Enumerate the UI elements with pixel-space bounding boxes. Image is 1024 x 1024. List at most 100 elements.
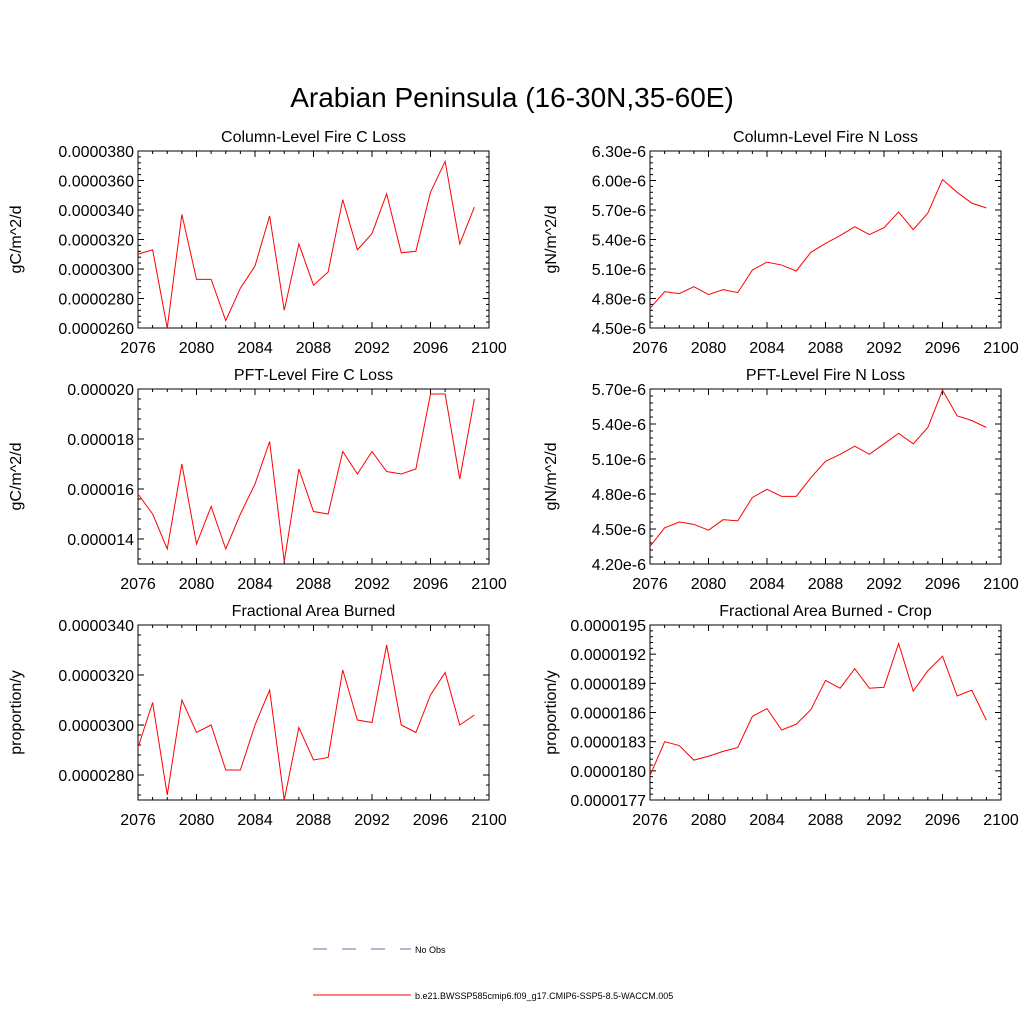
y-tick-label: 4.80e-6 [592, 487, 646, 504]
y-tick-label: 0.0000280 [58, 292, 134, 309]
legend: No Obs b.e21.BWSSP585cmip6.f09_g17.CMIP6… [313, 945, 673, 1001]
x-tick-label: 2084 [237, 812, 273, 829]
x-tick-label: 2084 [237, 340, 273, 357]
y-tick-label: 5.40e-6 [592, 233, 646, 250]
y-tick-label: 0.0000177 [570, 793, 646, 810]
y-tick-label: 5.70e-6 [592, 203, 646, 220]
y-tick-label: 0.0000340 [58, 618, 134, 635]
y-tick-label: 0.0000186 [570, 706, 646, 723]
y-tick-label: 0.0000320 [58, 233, 134, 250]
x-tick-label: 2088 [296, 576, 332, 593]
y-tick-label: 0.000020 [67, 382, 134, 399]
x-tick-label: 2076 [632, 812, 668, 829]
x-tick-label: 2096 [925, 812, 961, 829]
y-axis-label: gN/m^2/d [543, 206, 560, 274]
x-tick-label: 2080 [179, 340, 215, 357]
chart-panel-2: 2076 2080 2084 2088 2092 2096 2100 4.50e-6 4.80e… [543, 129, 1019, 357]
y-axis-label: proportion/y [8, 670, 25, 755]
series-line [649, 178, 987, 309]
series-line [137, 644, 475, 801]
panel-title: Column-Level Fire N Loss [733, 129, 918, 146]
x-tick-label: 2092 [866, 812, 902, 829]
x-tick-label: 2092 [354, 812, 390, 829]
x-tick-label: 2088 [296, 812, 332, 829]
x-tick-label: 2092 [866, 576, 902, 593]
chart-panel-1: 2076 2080 2084 2088 2092 2096 2100 0.0000260 0.0… [8, 129, 507, 357]
x-tick-label: 2088 [296, 340, 332, 357]
y-tick-label: 0.000014 [67, 532, 134, 549]
y-tick-label: 0.0000280 [58, 768, 134, 785]
chart-panel-6: 2076 2080 2084 2088 2092 2096 2100 0.0000177 0.0… [543, 603, 1019, 829]
x-tick-label: 2100 [983, 576, 1019, 593]
x-tick-label: 2080 [691, 576, 727, 593]
x-tick-label: 2096 [925, 576, 961, 593]
y-tick-label: 5.40e-6 [592, 417, 646, 434]
x-tick-label: 2088 [808, 812, 844, 829]
y-tick-label: 0.0000189 [570, 676, 646, 693]
x-tick-label: 2096 [413, 576, 449, 593]
y-tick-label: 6.30e-6 [592, 144, 646, 161]
y-tick-label: 4.50e-6 [592, 321, 646, 338]
panel-title: PFT-Level Fire N Loss [746, 367, 905, 384]
y-tick-label: 0.0000300 [58, 718, 134, 735]
series-line [649, 641, 987, 776]
y-tick-label: 0.0000340 [58, 203, 134, 220]
x-tick-label: 2088 [808, 576, 844, 593]
panel-title: Fractional Area Burned [232, 603, 396, 620]
x-tick-label: 2092 [354, 340, 390, 357]
y-tick-label: 4.50e-6 [592, 522, 646, 539]
x-tick-label: 2100 [471, 340, 507, 357]
x-tick-label: 2076 [120, 340, 156, 357]
x-tick-label: 2096 [413, 340, 449, 357]
y-axis-label: gC/m^2/d [8, 206, 25, 274]
x-tick-label: 2076 [120, 576, 156, 593]
x-tick-label: 2080 [691, 812, 727, 829]
panel-title: PFT-Level Fire C Loss [234, 367, 393, 384]
legend-label-no-obs: No Obs [415, 945, 446, 955]
panel-title: Column-Level Fire C Loss [221, 129, 406, 146]
x-tick-label: 2096 [413, 812, 449, 829]
x-tick-label: 2084 [749, 340, 785, 357]
panel-title: Fractional Area Burned - Crop [719, 603, 932, 620]
x-tick-label: 2092 [866, 340, 902, 357]
chart-panel-5: 2076 2080 2084 2088 2092 2096 2100 0.0000280 0.0… [8, 603, 507, 829]
y-tick-label: 0.0000180 [570, 764, 646, 781]
x-tick-label: 2084 [749, 576, 785, 593]
y-axis-label: gN/m^2/d [543, 443, 560, 511]
y-tick-label: 0.000016 [67, 482, 134, 499]
figure-title: Arabian Peninsula (16-30N,35-60E) [290, 82, 734, 113]
y-tick-label: 0.0000195 [570, 618, 646, 635]
y-tick-label: 0.0000300 [58, 262, 134, 279]
y-tick-label: 5.10e-6 [592, 452, 646, 469]
y-tick-label: 4.80e-6 [592, 292, 646, 309]
y-tick-label: 0.000018 [67, 432, 134, 449]
y-tick-label: 0.0000380 [58, 144, 134, 161]
y-tick-label: 0.0000320 [58, 668, 134, 685]
x-tick-label: 2080 [691, 340, 727, 357]
x-tick-label: 2080 [179, 812, 215, 829]
x-tick-label: 2084 [237, 576, 273, 593]
chart-panel-4: 2076 2080 2084 2088 2092 2096 2100 4.20e-6 4.50e… [543, 367, 1019, 593]
chart-panel-3: 2076 2080 2084 2088 2092 2096 2100 0.000014 0.00… [8, 367, 507, 593]
x-tick-label: 2076 [632, 340, 668, 357]
y-tick-label: 6.00e-6 [592, 174, 646, 191]
x-tick-label: 2096 [925, 340, 961, 357]
x-tick-label: 2092 [354, 576, 390, 593]
series-line [649, 389, 987, 547]
x-tick-label: 2080 [179, 576, 215, 593]
x-tick-label: 2084 [749, 812, 785, 829]
y-tick-label: 5.70e-6 [592, 382, 646, 399]
x-tick-label: 2100 [983, 340, 1019, 357]
y-axis-label: gC/m^2/d [8, 443, 25, 511]
chart-panels: 2076 2080 2084 2088 2092 2096 2100 0.0000260 0.0… [8, 129, 1019, 829]
y-tick-label: 4.20e-6 [592, 557, 646, 574]
y-tick-label: 0.0000360 [58, 174, 134, 191]
legend-label-model-run: b.e21.BWSSP585cmip6.f09_g17.CMIP6-SSP5-8… [415, 991, 673, 1001]
y-tick-label: 0.0000260 [58, 321, 134, 338]
y-axis-label: proportion/y [543, 670, 560, 755]
y-tick-label: 0.0000183 [570, 735, 646, 752]
series-line [137, 159, 475, 329]
x-tick-label: 2076 [120, 812, 156, 829]
